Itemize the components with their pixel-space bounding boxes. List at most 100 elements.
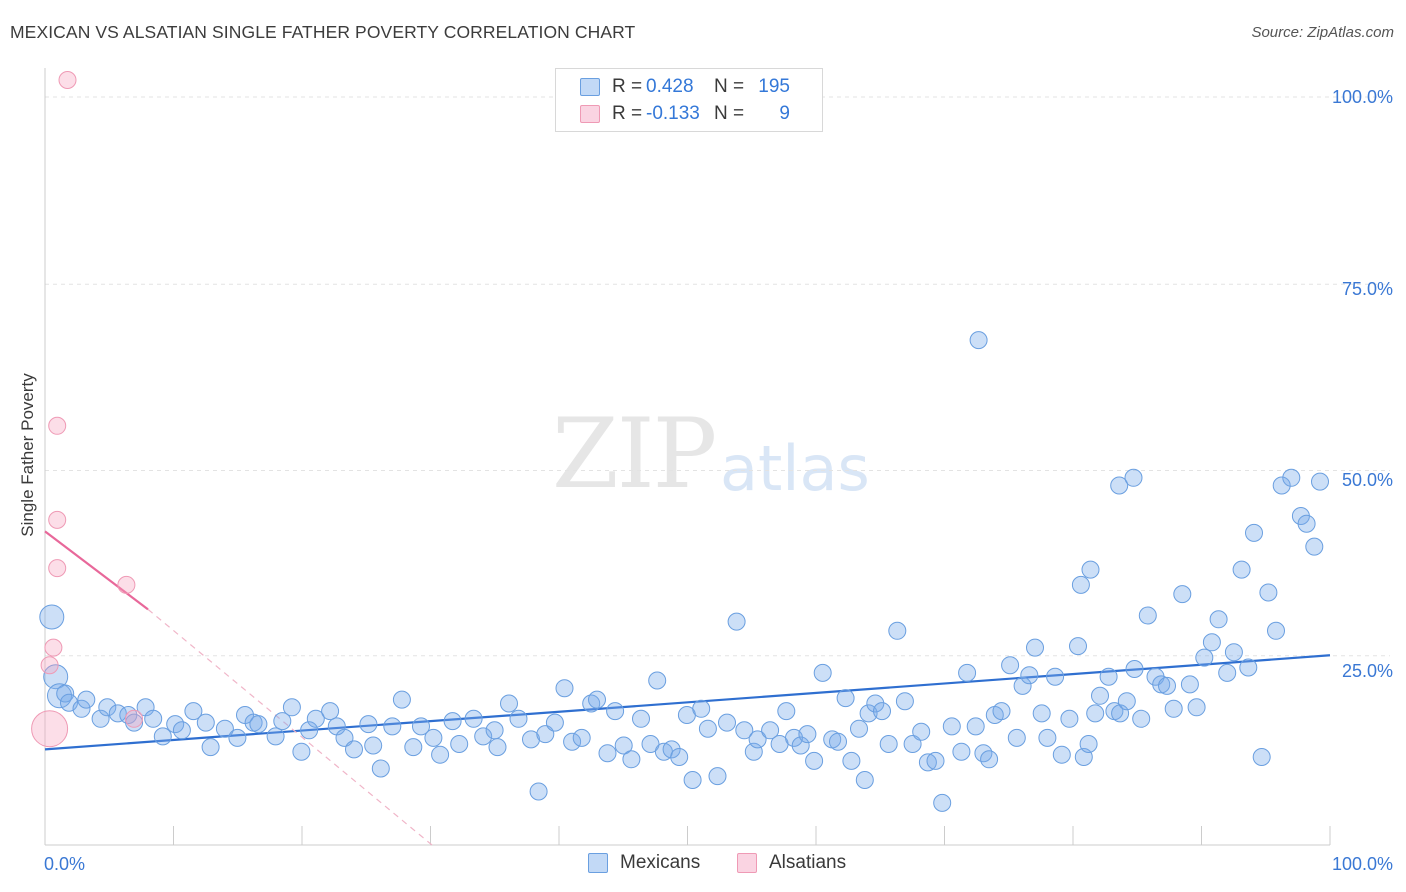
mexicans-point	[1071, 575, 1090, 594]
mexicans-point	[708, 767, 727, 786]
mexicans-point	[1187, 698, 1206, 717]
mexicans-point	[345, 740, 363, 759]
y-tick-label: 75.0%	[1342, 279, 1393, 299]
mexicans-point	[266, 727, 285, 746]
mexicans-point	[364, 736, 383, 755]
mexicans-point	[1218, 663, 1237, 682]
mexicans-point	[1081, 560, 1100, 579]
mexicans-point	[895, 692, 914, 711]
mexicans-point	[125, 713, 144, 732]
legend-swatch-pink	[580, 105, 600, 123]
x-tick-label: 0.0%	[44, 854, 85, 874]
mexicans-point	[1013, 676, 1032, 695]
mexicans-trend-line	[44, 654, 1331, 751]
mexicans-point	[1007, 728, 1026, 747]
mexicans-point	[1001, 656, 1020, 675]
mexicans-point	[966, 717, 985, 736]
mexicans-point	[522, 730, 540, 749]
mexicans-point	[727, 612, 746, 631]
mexicans-point	[1046, 667, 1065, 686]
data-points	[31, 71, 1329, 812]
x-tick-label: 100.0%	[1332, 854, 1393, 874]
mexicans-point	[1202, 633, 1221, 652]
mexicans-point	[153, 727, 172, 746]
legend-row-mexicans: R = 0.428 N = 195	[580, 75, 790, 99]
mexicans-point	[1224, 643, 1243, 662]
mexicans-point	[1052, 745, 1071, 764]
mexicans-point	[980, 750, 999, 769]
alsatians-point	[48, 416, 67, 435]
mexicans-point	[509, 709, 528, 728]
alsatians-swatch	[737, 853, 757, 873]
mexicans-point	[933, 793, 952, 812]
mexicans-point	[1232, 560, 1251, 579]
mexicans-point	[842, 751, 861, 770]
mexicans-point	[761, 721, 780, 740]
mexicans-point	[942, 717, 961, 736]
mexicans-point	[215, 719, 234, 738]
legend-r-value: -0.133	[646, 103, 700, 124]
gridlines	[45, 96, 1390, 657]
mexicans-point	[598, 744, 617, 763]
mexicans-point	[958, 663, 977, 682]
mexicans-point	[72, 699, 91, 718]
mexicans-point	[670, 748, 689, 766]
legend-r-label: R =	[612, 103, 643, 124]
source-label: Source: ZipAtlas.com	[1251, 24, 1394, 41]
legend-n-value: 9	[779, 103, 790, 124]
mexicans-point	[555, 679, 574, 698]
mexicans-point	[1091, 686, 1109, 705]
legend-r-value: 0.428	[646, 76, 694, 97]
alsatians-point	[40, 656, 59, 675]
mexicans-point	[1079, 735, 1098, 753]
mexicans-swatch	[588, 853, 608, 873]
mexicans-point	[859, 704, 878, 723]
mexicans-point	[1038, 728, 1057, 747]
stats-legend: R = 0.428 N = 195 R = -0.133 N = 9	[555, 68, 823, 132]
mexicans-point	[918, 753, 937, 772]
trend-lines	[44, 530, 1331, 846]
mexicans-point	[563, 732, 582, 751]
mexicans-point	[1152, 675, 1171, 694]
mexicans-point	[500, 694, 518, 713]
mexicans-point	[56, 684, 75, 703]
alsatians-point	[117, 575, 136, 594]
mexicans-point	[450, 735, 469, 753]
mexicans-point	[545, 713, 564, 732]
mexicans-point	[1020, 666, 1039, 685]
mexicans-point	[926, 751, 945, 770]
mexicans-point	[536, 725, 555, 744]
mexicans-point	[791, 736, 810, 755]
chart-title: MEXICAN VS ALSATIAN SINGLE FATHER POVERT…	[10, 22, 636, 42]
legend-item-alsatians[interactable]: Alsatians	[737, 852, 846, 874]
mexicans-point	[777, 702, 796, 721]
mexicans-point	[1086, 704, 1105, 723]
mexicans-point	[866, 694, 885, 713]
mexicans-point	[1110, 476, 1129, 495]
mexicans-point	[1209, 610, 1228, 629]
mexicans-point	[228, 728, 247, 747]
mexicans-point	[77, 690, 96, 709]
legend-item-mexicans[interactable]: Mexicans	[588, 852, 700, 874]
mexicans-point	[424, 728, 443, 747]
mexicans-point	[1158, 676, 1176, 695]
mexicans-point	[1267, 621, 1285, 640]
y-tick-label: 100.0%	[1332, 87, 1393, 107]
mexicans-point	[172, 721, 191, 740]
mexicans-point	[412, 717, 430, 736]
mexicans-point	[588, 690, 606, 709]
mexicans-point	[431, 745, 450, 764]
mexicans-point	[300, 721, 319, 740]
mexicans-point	[614, 736, 633, 755]
mexicans-point	[1026, 638, 1044, 657]
alsatians-point	[48, 559, 67, 578]
legend-n-label: N =	[714, 76, 745, 97]
mexicans-point	[1297, 514, 1316, 533]
mexicans-point	[321, 702, 340, 721]
mexicans-point	[474, 727, 493, 746]
mexicans-point	[1282, 468, 1301, 487]
mexicans-point	[1125, 660, 1144, 678]
mexicans-point	[91, 709, 110, 728]
mexicans-point	[1311, 472, 1329, 491]
